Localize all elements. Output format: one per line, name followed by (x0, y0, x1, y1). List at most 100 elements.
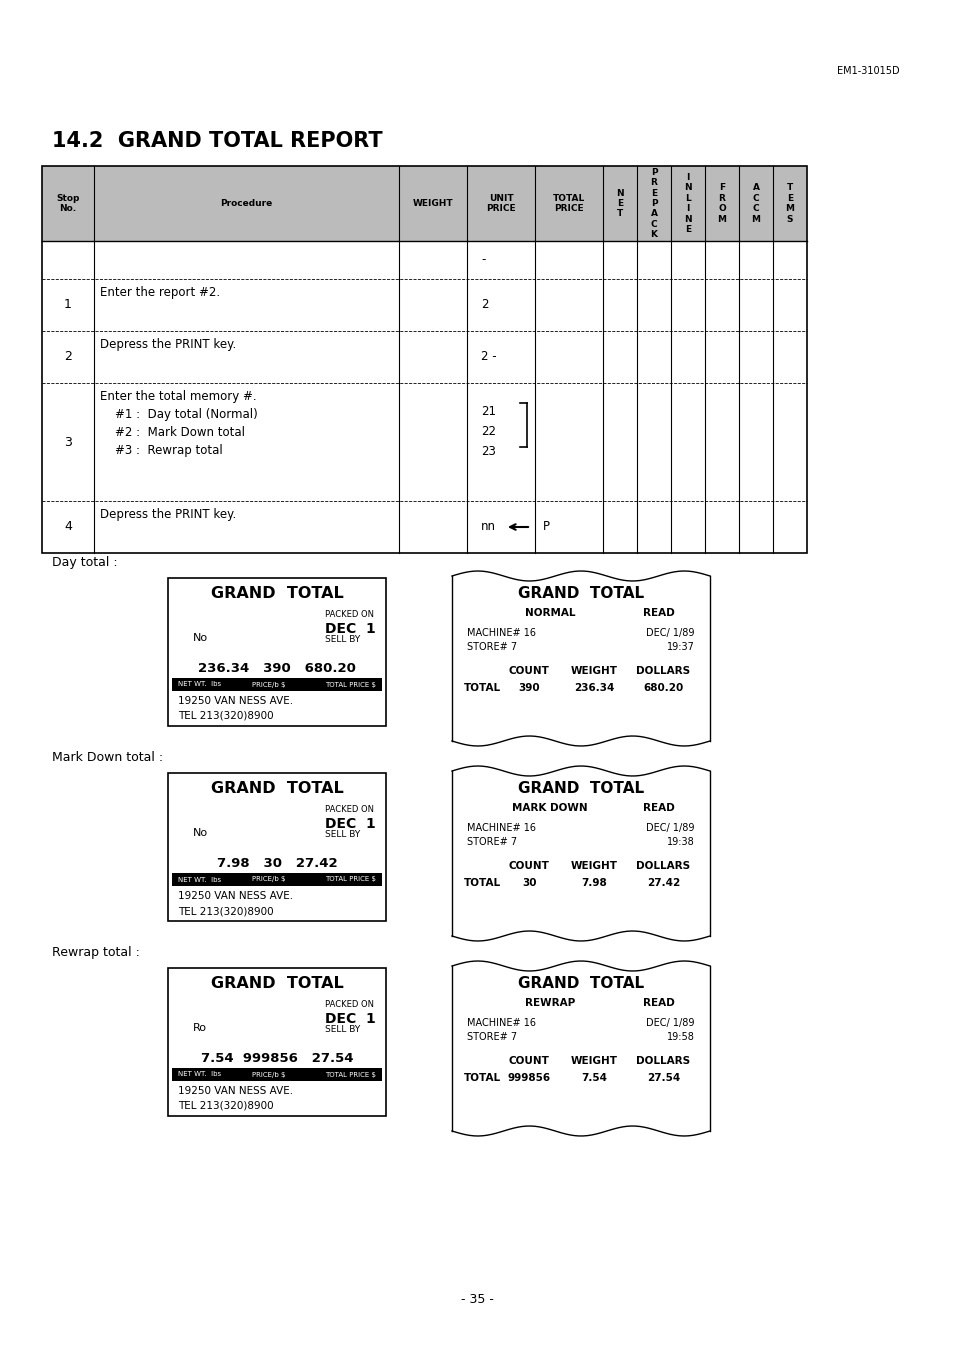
Text: - 35 -: - 35 - (460, 1293, 493, 1306)
Bar (42, 166, 806, 240)
Text: WEIGHT: WEIGHT (570, 861, 617, 871)
Text: TOTAL PRICE $: TOTAL PRICE $ (325, 1071, 375, 1078)
Text: 23: 23 (480, 444, 496, 458)
Text: 19250 VAN NESS AVE.: 19250 VAN NESS AVE. (178, 892, 293, 901)
Text: PRICE/b $: PRICE/b $ (252, 1071, 285, 1078)
Text: GRAND  TOTAL: GRAND TOTAL (517, 586, 643, 601)
Text: DOLLARS: DOLLARS (636, 861, 690, 871)
Text: TOTAL: TOTAL (463, 684, 500, 693)
Text: 19:37: 19:37 (666, 642, 695, 653)
Text: SELL BY: SELL BY (325, 1025, 360, 1034)
Text: F
R
O
M: F R O M (717, 184, 726, 224)
Bar (168, 969, 386, 1116)
Text: N
E
T: N E T (616, 189, 623, 219)
Text: GRAND  TOTAL: GRAND TOTAL (211, 975, 343, 992)
Text: SELL BY: SELL BY (325, 635, 360, 644)
Text: PACKED ON: PACKED ON (325, 1000, 374, 1009)
Text: NET WT.  lbs: NET WT. lbs (178, 681, 221, 688)
Text: TEL 213(320)8900: TEL 213(320)8900 (178, 711, 274, 721)
Text: No: No (193, 634, 208, 643)
Bar (172, 873, 381, 886)
Text: 7.98   30   27.42: 7.98 30 27.42 (216, 857, 337, 870)
Text: SELL BY: SELL BY (325, 830, 360, 839)
Text: Stop
No.: Stop No. (56, 193, 80, 213)
Text: REWRAP: REWRAP (524, 998, 575, 1008)
Text: MACHINE# 16: MACHINE# 16 (467, 823, 536, 834)
Text: Depress the PRINT key.: Depress the PRINT key. (100, 508, 236, 521)
Text: NET WT.  lbs: NET WT. lbs (178, 877, 221, 882)
Text: PRICE/b $: PRICE/b $ (252, 877, 285, 882)
Text: 999856: 999856 (507, 1073, 551, 1084)
Text: DEC/ 1/89: DEC/ 1/89 (646, 628, 695, 638)
Text: 7.54  999856   27.54: 7.54 999856 27.54 (200, 1052, 353, 1065)
Text: PACKED ON: PACKED ON (325, 611, 374, 619)
Text: 19250 VAN NESS AVE.: 19250 VAN NESS AVE. (178, 1086, 293, 1096)
Text: READ: READ (642, 802, 674, 813)
Text: 21: 21 (480, 405, 496, 417)
Text: Rewrap total :: Rewrap total : (52, 946, 140, 959)
Bar (168, 773, 386, 921)
Text: DOLLARS: DOLLARS (636, 1056, 690, 1066)
Text: Depress the PRINT key.: Depress the PRINT key. (100, 338, 236, 351)
Text: 2: 2 (480, 299, 488, 312)
Text: 236.34: 236.34 (573, 684, 614, 693)
Text: T
E
M
S: T E M S (784, 184, 794, 224)
Text: 2: 2 (64, 350, 71, 363)
Text: TEL 213(320)8900: TEL 213(320)8900 (178, 907, 274, 916)
Text: No: No (193, 828, 208, 838)
Text: TOTAL PRICE $: TOTAL PRICE $ (325, 681, 375, 688)
Text: GRAND  TOTAL: GRAND TOTAL (211, 781, 343, 796)
Text: 236.34   390   680.20: 236.34 390 680.20 (198, 662, 355, 676)
Text: GRAND  TOTAL: GRAND TOTAL (517, 781, 643, 796)
Text: MACHINE# 16: MACHINE# 16 (467, 1019, 536, 1028)
Text: GRAND  TOTAL: GRAND TOTAL (517, 975, 643, 992)
Text: I
N
L
I
N
E: I N L I N E (683, 173, 691, 234)
Bar (168, 578, 386, 725)
Text: DEC/ 1/89: DEC/ 1/89 (646, 823, 695, 834)
Text: Mark Down total :: Mark Down total : (52, 751, 163, 765)
Text: 680.20: 680.20 (642, 684, 683, 693)
Text: 14.2  GRAND TOTAL REPORT: 14.2 GRAND TOTAL REPORT (52, 131, 382, 151)
Text: NORMAL: NORMAL (524, 608, 575, 617)
Text: MARK DOWN: MARK DOWN (512, 802, 587, 813)
Text: PACKED ON: PACKED ON (325, 805, 374, 815)
Text: GRAND  TOTAL: GRAND TOTAL (211, 586, 343, 601)
Text: TOTAL PRICE $: TOTAL PRICE $ (325, 877, 375, 882)
Text: STORE# 7: STORE# 7 (467, 838, 517, 847)
Text: 27.42: 27.42 (646, 878, 679, 888)
Bar (172, 678, 381, 690)
Text: COUNT: COUNT (509, 861, 549, 871)
Text: READ: READ (642, 998, 674, 1008)
Text: 1: 1 (64, 299, 71, 312)
Text: A
C
C
M: A C C M (751, 184, 760, 224)
Text: 7.98: 7.98 (580, 878, 606, 888)
Text: TOTAL: TOTAL (463, 1073, 500, 1084)
Text: P: P (542, 520, 550, 534)
Text: DEC  1: DEC 1 (325, 1012, 375, 1025)
Bar (42, 166, 806, 553)
Text: TEL 213(320)8900: TEL 213(320)8900 (178, 1101, 274, 1111)
Text: -: - (480, 254, 485, 266)
Text: Enter the total memory #.
    #1 :  Day total (Normal)
    #2 :  Mark Down total: Enter the total memory #. #1 : Day total… (100, 390, 257, 457)
Text: DEC  1: DEC 1 (325, 817, 375, 831)
Text: Day total :: Day total : (52, 557, 117, 569)
Text: 7.54: 7.54 (580, 1073, 606, 1084)
Text: 19250 VAN NESS AVE.: 19250 VAN NESS AVE. (178, 696, 293, 707)
Text: P
R
E
P
A
C
K: P R E P A C K (650, 168, 657, 239)
Text: NET WT.  lbs: NET WT. lbs (178, 1071, 221, 1078)
Text: STORE# 7: STORE# 7 (467, 1032, 517, 1042)
Text: 27.54: 27.54 (646, 1073, 679, 1084)
Text: WEIGHT: WEIGHT (570, 1056, 617, 1066)
Text: DEC  1: DEC 1 (325, 621, 375, 636)
Text: DEC/ 1/89: DEC/ 1/89 (646, 1019, 695, 1028)
Text: MACHINE# 16: MACHINE# 16 (467, 628, 536, 638)
Text: 2 -: 2 - (480, 350, 497, 363)
Text: 19:38: 19:38 (666, 838, 695, 847)
Text: WEIGHT: WEIGHT (570, 666, 617, 676)
Text: WEIGHT: WEIGHT (413, 199, 453, 208)
Text: DOLLARS: DOLLARS (636, 666, 690, 676)
Text: COUNT: COUNT (509, 1056, 549, 1066)
Text: COUNT: COUNT (509, 666, 549, 676)
Text: 4: 4 (64, 520, 71, 534)
Text: TOTAL
PRICE: TOTAL PRICE (553, 193, 584, 213)
